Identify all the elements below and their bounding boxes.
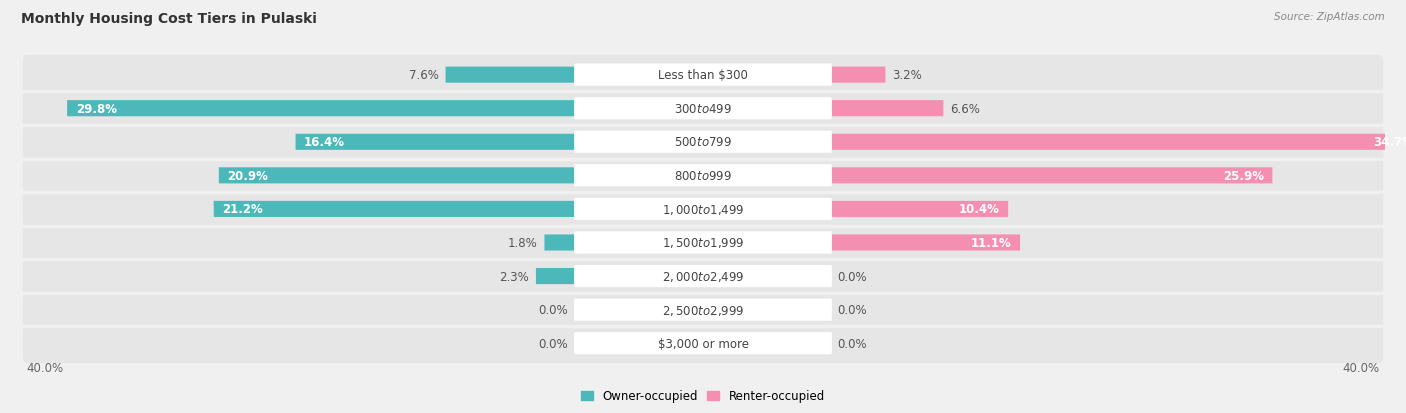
FancyBboxPatch shape <box>536 268 575 285</box>
FancyBboxPatch shape <box>574 198 832 221</box>
FancyBboxPatch shape <box>574 232 832 254</box>
Text: 10.4%: 10.4% <box>959 203 1000 216</box>
Text: 40.0%: 40.0% <box>1343 361 1379 374</box>
Text: 1.8%: 1.8% <box>508 236 537 249</box>
Text: Less than $300: Less than $300 <box>658 69 748 82</box>
FancyBboxPatch shape <box>574 299 832 321</box>
Text: 16.4%: 16.4% <box>304 136 344 149</box>
FancyBboxPatch shape <box>831 134 1406 150</box>
Text: Source: ZipAtlas.com: Source: ZipAtlas.com <box>1274 12 1385 22</box>
Text: $300 to $499: $300 to $499 <box>673 102 733 115</box>
Text: 0.0%: 0.0% <box>538 337 568 350</box>
FancyBboxPatch shape <box>22 324 1384 363</box>
FancyBboxPatch shape <box>831 202 1008 217</box>
FancyBboxPatch shape <box>22 223 1384 263</box>
FancyBboxPatch shape <box>831 67 886 83</box>
Text: $2,000 to $2,499: $2,000 to $2,499 <box>662 269 744 283</box>
FancyBboxPatch shape <box>22 89 1384 129</box>
Text: 0.0%: 0.0% <box>838 270 868 283</box>
FancyBboxPatch shape <box>214 202 575 217</box>
Text: 11.1%: 11.1% <box>970 236 1011 249</box>
FancyBboxPatch shape <box>574 98 832 120</box>
FancyBboxPatch shape <box>574 265 832 287</box>
Text: 0.0%: 0.0% <box>538 304 568 316</box>
Text: $2,500 to $2,999: $2,500 to $2,999 <box>662 303 744 317</box>
FancyBboxPatch shape <box>22 56 1384 95</box>
FancyBboxPatch shape <box>831 235 1021 251</box>
Text: $3,000 or more: $3,000 or more <box>658 337 748 350</box>
FancyBboxPatch shape <box>831 101 943 117</box>
Text: Monthly Housing Cost Tiers in Pulaski: Monthly Housing Cost Tiers in Pulaski <box>21 12 316 26</box>
FancyBboxPatch shape <box>295 134 575 150</box>
FancyBboxPatch shape <box>574 332 832 354</box>
Text: 25.9%: 25.9% <box>1223 169 1264 183</box>
FancyBboxPatch shape <box>574 64 832 86</box>
Text: 0.0%: 0.0% <box>838 304 868 316</box>
FancyBboxPatch shape <box>22 123 1384 162</box>
FancyBboxPatch shape <box>574 131 832 154</box>
FancyBboxPatch shape <box>544 235 575 251</box>
Text: $500 to $799: $500 to $799 <box>673 136 733 149</box>
Text: $800 to $999: $800 to $999 <box>673 169 733 183</box>
FancyBboxPatch shape <box>219 168 575 184</box>
FancyBboxPatch shape <box>22 156 1384 196</box>
Legend: Owner-occupied, Renter-occupied: Owner-occupied, Renter-occupied <box>576 385 830 407</box>
Text: 21.2%: 21.2% <box>222 203 263 216</box>
FancyBboxPatch shape <box>446 67 575 83</box>
Text: 29.8%: 29.8% <box>76 102 117 115</box>
Text: 40.0%: 40.0% <box>27 361 63 374</box>
FancyBboxPatch shape <box>574 165 832 187</box>
Text: 3.2%: 3.2% <box>893 69 922 82</box>
FancyBboxPatch shape <box>22 256 1384 296</box>
FancyBboxPatch shape <box>22 290 1384 330</box>
Text: 0.0%: 0.0% <box>838 337 868 350</box>
FancyBboxPatch shape <box>67 101 575 117</box>
Text: $1,500 to $1,999: $1,500 to $1,999 <box>662 236 744 250</box>
Text: 6.6%: 6.6% <box>950 102 980 115</box>
FancyBboxPatch shape <box>831 168 1272 184</box>
Text: 7.6%: 7.6% <box>409 69 439 82</box>
Text: $1,000 to $1,499: $1,000 to $1,499 <box>662 202 744 216</box>
Text: 20.9%: 20.9% <box>228 169 269 183</box>
Text: 34.7%: 34.7% <box>1374 136 1406 149</box>
FancyBboxPatch shape <box>22 190 1384 229</box>
Text: 2.3%: 2.3% <box>499 270 529 283</box>
